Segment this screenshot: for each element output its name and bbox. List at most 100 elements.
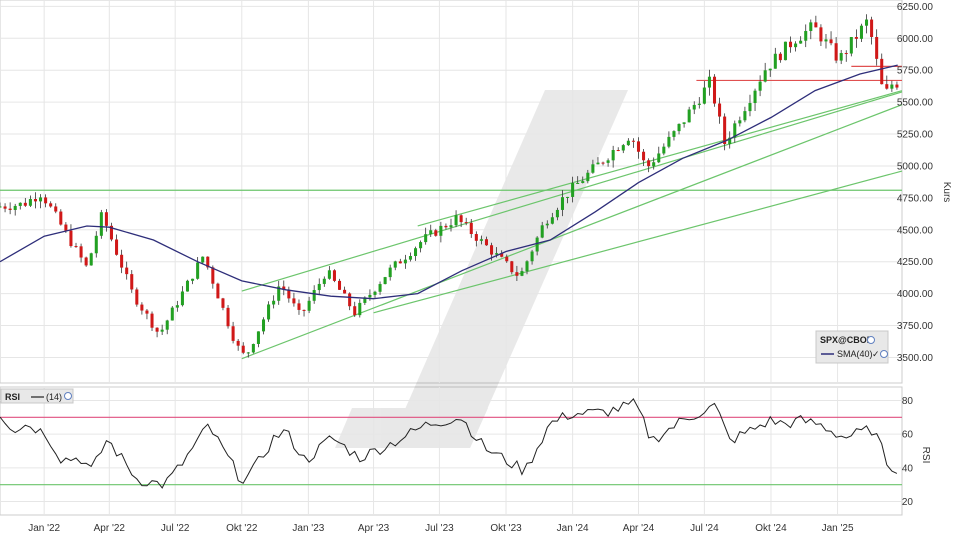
candle: [246, 352, 250, 358]
trend-channel-line: [241, 104, 903, 360]
candle: [322, 276, 326, 287]
candle: [44, 194, 48, 208]
candle-body: [429, 230, 433, 235]
candle-body: [707, 76, 711, 88]
time-tick-label: Okt '22: [226, 523, 258, 534]
candle-body: [728, 137, 732, 145]
candle: [753, 88, 757, 112]
candle-body: [18, 202, 22, 206]
candle-body: [383, 277, 387, 285]
candle: [89, 252, 93, 266]
candle: [236, 339, 240, 351]
candle-body: [89, 253, 93, 266]
candle: [839, 49, 843, 65]
candle: [165, 319, 169, 335]
candle-body: [606, 160, 610, 163]
candle: [672, 130, 676, 141]
candle-body: [363, 297, 367, 303]
candle-body: [160, 329, 164, 332]
candle-body: [368, 294, 372, 298]
time-tick-label: Jan '25: [822, 523, 854, 534]
candle: [191, 278, 195, 285]
candle: [870, 16, 874, 45]
candle: [809, 19, 813, 40]
candle-body: [115, 239, 119, 255]
price-tick-label: 4500.00: [897, 225, 934, 236]
candle-body: [555, 209, 559, 218]
candle: [576, 176, 580, 184]
candle: [591, 159, 595, 174]
candle: [657, 146, 661, 164]
candle-body: [104, 212, 108, 226]
candle-body: [718, 103, 722, 117]
candlestick-series: [0, 14, 899, 358]
candle: [895, 81, 899, 90]
candle: [226, 304, 230, 329]
candle-body: [560, 197, 565, 210]
legend-sma-label: SMA(40): [837, 349, 873, 359]
candle: [738, 116, 742, 127]
candle-body: [343, 289, 347, 294]
candle: [773, 47, 777, 69]
rsi-legend-info-icon[interactable]: [64, 392, 72, 400]
candle: [69, 224, 73, 248]
time-tick-label: Jul '24: [690, 523, 719, 534]
candle-body: [484, 239, 488, 246]
time-tick-label: Apr '24: [623, 523, 655, 534]
candle: [474, 231, 478, 247]
candle: [824, 34, 828, 49]
candle: [601, 161, 605, 166]
candle: [277, 280, 281, 305]
candle: [723, 113, 727, 151]
candle: [140, 302, 144, 315]
candle-body: [109, 225, 114, 240]
price-axis-title: Kurs: [941, 182, 952, 203]
candle: [758, 75, 762, 97]
candle: [109, 222, 114, 242]
candle-body: [353, 306, 357, 316]
candle-body: [636, 141, 641, 152]
candle: [702, 80, 706, 105]
time-tick-label: Okt '24: [755, 523, 787, 534]
legend-instrument-info-icon[interactable]: [867, 336, 875, 344]
candle-body: [130, 274, 134, 290]
candle: [393, 260, 397, 271]
candle-body: [667, 136, 671, 147]
candle-body: [125, 267, 129, 275]
candle-body: [611, 150, 615, 161]
candle: [662, 143, 666, 156]
candle: [408, 252, 412, 262]
rsi-axis-ticks: 20 40 60 80: [902, 396, 914, 508]
candle-body: [591, 164, 595, 173]
candle-body: [99, 212, 103, 236]
candle: [115, 234, 119, 256]
candle-body: [763, 70, 767, 82]
candle: [444, 223, 448, 230]
candle: [763, 62, 767, 83]
legend-sma-info-icon[interactable]: [880, 350, 888, 358]
price-tick-label: 4250.00: [897, 257, 934, 268]
rsi-legend: RSI (14): [0, 388, 74, 404]
legend-sma-check-icon[interactable]: ✓: [872, 349, 880, 359]
candle-body: [642, 151, 646, 161]
price-tick-label: 5250.00: [897, 130, 934, 141]
candle-body: [682, 122, 686, 124]
candle: [555, 207, 559, 221]
candle-body: [277, 286, 281, 301]
candle: [348, 292, 352, 311]
candle-body: [39, 197, 43, 202]
candle: [454, 210, 458, 228]
candle: [267, 301, 271, 322]
candle-body: [839, 53, 843, 61]
candle-body: [545, 223, 549, 226]
candle: [261, 317, 266, 335]
candle-body: [849, 37, 853, 54]
candle-body: [54, 206, 58, 212]
candle: [18, 202, 22, 210]
candle: [799, 36, 803, 44]
candle: [535, 236, 539, 256]
candle: [79, 243, 83, 263]
candle-body: [358, 302, 362, 316]
candle-body: [677, 123, 681, 132]
candle-body: [530, 251, 534, 262]
